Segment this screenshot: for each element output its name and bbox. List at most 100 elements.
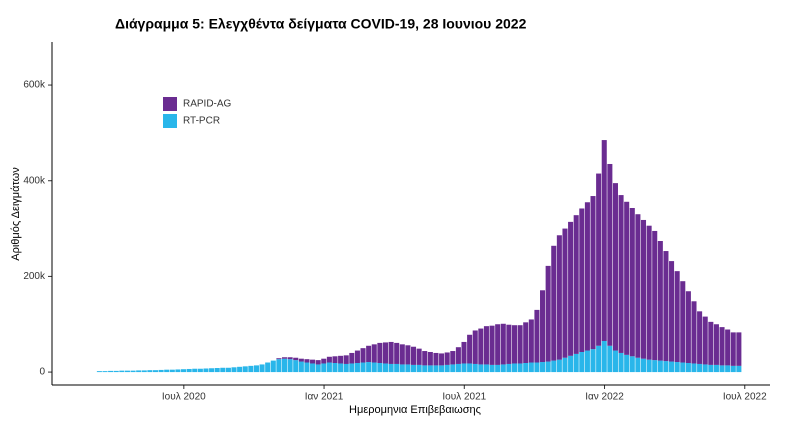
bar xyxy=(725,365,731,373)
bar xyxy=(691,363,697,373)
bar xyxy=(478,364,484,373)
bar xyxy=(500,323,506,365)
bar xyxy=(517,325,523,364)
x-tick-label: Ιουλ 2021 xyxy=(442,392,486,403)
bar xyxy=(657,360,663,373)
bar xyxy=(152,370,159,373)
bar xyxy=(315,360,321,365)
bar xyxy=(433,365,439,373)
bar xyxy=(663,251,669,362)
bar xyxy=(394,342,400,364)
bar xyxy=(702,364,708,373)
bar xyxy=(556,235,562,360)
bar xyxy=(287,359,293,373)
bar xyxy=(545,361,551,373)
bar xyxy=(382,363,389,373)
bar xyxy=(640,219,647,359)
bar xyxy=(540,290,546,363)
bar xyxy=(310,359,316,364)
bar xyxy=(612,183,618,351)
bar xyxy=(433,352,439,366)
bar xyxy=(596,345,602,373)
bar xyxy=(147,370,153,373)
bar xyxy=(175,369,181,373)
bar xyxy=(528,319,534,363)
bar xyxy=(467,363,473,373)
bar xyxy=(483,364,489,373)
bar xyxy=(349,352,355,364)
bar xyxy=(489,364,495,373)
bar xyxy=(315,364,321,373)
bar xyxy=(450,364,456,373)
bar xyxy=(478,328,484,365)
bar xyxy=(399,364,405,373)
bar xyxy=(399,344,405,365)
bar xyxy=(730,332,736,366)
bar xyxy=(366,362,372,373)
bar xyxy=(192,368,198,373)
x-axis-title: Ημερομηνια Επιβεβαιωσης xyxy=(349,404,481,416)
bar xyxy=(377,362,383,373)
bar xyxy=(607,163,613,346)
bar xyxy=(629,207,635,357)
bar xyxy=(444,364,450,373)
bar xyxy=(349,363,355,373)
bar xyxy=(579,208,585,352)
bar xyxy=(455,363,461,373)
bar xyxy=(691,301,697,364)
bar xyxy=(427,351,433,366)
bar xyxy=(354,362,360,373)
legend-swatch xyxy=(163,97,177,111)
bar xyxy=(293,360,299,373)
legend-label: RAPID-AG xyxy=(183,99,232,110)
bar xyxy=(411,364,417,373)
y-tick-label: 200k xyxy=(23,271,46,282)
x-tick-label: Ιαν 2022 xyxy=(585,392,624,403)
bar xyxy=(467,334,473,364)
bar xyxy=(360,348,366,363)
bar xyxy=(500,364,506,373)
bar xyxy=(186,368,192,373)
bar xyxy=(657,241,663,361)
bar xyxy=(523,322,529,363)
bar xyxy=(405,364,411,373)
bar xyxy=(506,363,512,373)
bar xyxy=(332,356,338,363)
bar xyxy=(635,357,641,373)
bar xyxy=(472,363,478,373)
bar xyxy=(601,340,607,373)
bar xyxy=(164,369,170,373)
bar xyxy=(411,346,417,365)
bar xyxy=(579,351,585,373)
y-tick-label: 600k xyxy=(23,80,46,91)
bar xyxy=(276,358,282,360)
bar xyxy=(702,316,708,365)
bar xyxy=(568,221,574,356)
chart-title: Διάγραμμα 5: Ελεγχθέντα δείγματα COVID-1… xyxy=(115,16,527,32)
bar xyxy=(310,363,316,373)
bar xyxy=(680,362,686,373)
bar xyxy=(427,365,433,373)
bar xyxy=(736,332,742,366)
bar xyxy=(455,347,461,364)
bar xyxy=(495,324,501,365)
y-tick-label: 0 xyxy=(39,367,45,378)
bar xyxy=(130,370,136,373)
bar xyxy=(713,364,719,373)
bar xyxy=(422,351,428,366)
bar xyxy=(697,311,703,364)
bar xyxy=(248,365,254,373)
bar xyxy=(584,350,590,373)
bar xyxy=(483,326,489,365)
bar xyxy=(534,362,540,373)
bar xyxy=(646,225,652,360)
bar xyxy=(685,291,691,363)
bar xyxy=(640,358,647,373)
bar xyxy=(551,360,557,373)
bar xyxy=(416,348,422,365)
bar xyxy=(624,354,630,373)
bar xyxy=(562,228,568,358)
bar xyxy=(708,321,714,365)
bar xyxy=(281,358,288,373)
bar xyxy=(545,265,551,362)
